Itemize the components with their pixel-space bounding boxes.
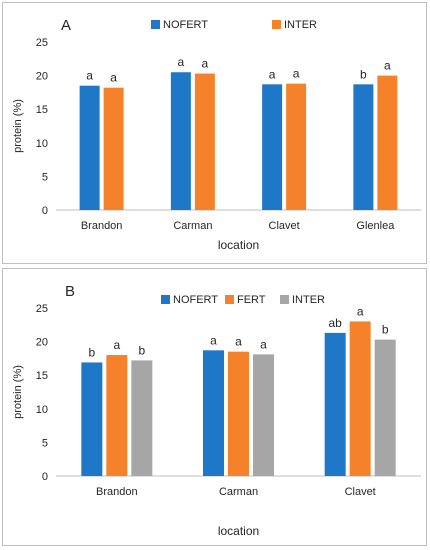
significance-letter: a (178, 55, 185, 69)
y-tick-label: 25 (36, 37, 48, 49)
significance-letter: a (202, 57, 209, 71)
legend-swatch-nofert (161, 295, 170, 304)
x-axis-title: location (218, 238, 259, 252)
panel-label: B (65, 283, 75, 300)
y-tick-label: 0 (42, 205, 48, 217)
bar-inter-clavet (286, 83, 307, 210)
x-tick-label-brandon: Brandon (81, 220, 123, 232)
y-axis-title: protein (%) (12, 99, 24, 153)
x-tick-label-clavet: Clavet (345, 486, 376, 498)
significance-letter: b (360, 67, 367, 81)
bar-inter-brandon (103, 87, 124, 210)
legend-swatch-inter (280, 295, 289, 304)
y-tick-label: 5 (42, 437, 48, 449)
significance-letter: a (260, 337, 267, 351)
significance-letter: a (269, 67, 276, 81)
significance-letter: a (86, 69, 93, 83)
legend-label-inter: INTER (284, 19, 317, 31)
y-tick-label: 10 (36, 404, 48, 416)
y-tick-label: 15 (36, 104, 48, 116)
bar-fert-carman (228, 351, 249, 476)
y-tick-label: 20 (36, 337, 48, 349)
x-tick-label-glenlea: Glenlea (356, 220, 395, 232)
significance-letter: a (293, 67, 300, 81)
panel-label: A (61, 17, 71, 34)
x-tick-label-carman: Carman (173, 220, 212, 232)
y-tick-label: 10 (36, 138, 48, 150)
bar-fert-clavet (349, 321, 371, 476)
legend-label-inter: INTER (292, 294, 325, 306)
chart-panel-b: B NOFERT FERT INTER 0 5 10 15 20 25 protein (%) b a b… (2, 268, 427, 546)
legend-swatch-inter (272, 20, 281, 29)
x-tick-label-brandon: Brandon (96, 486, 138, 498)
x-tick-label-clavet: Clavet (269, 220, 300, 232)
x-tick-label-carman: Carman (219, 486, 258, 498)
significance-letter: a (210, 333, 217, 347)
significance-letter: a (113, 338, 120, 352)
bar-fert-brandon (106, 355, 128, 476)
y-axis-title: protein (%) (12, 365, 24, 419)
significance-letter: b (88, 345, 95, 359)
significance-letter: a (235, 335, 242, 349)
bar-nofert-clavet (324, 332, 346, 476)
y-tick-label: 20 (36, 71, 48, 83)
bar-inter-clavet (374, 339, 396, 476)
legend-label-fert: FERT (237, 294, 266, 306)
significance-letter: ab (328, 316, 342, 330)
legend-swatch-fert (225, 295, 234, 304)
y-tick-label: 0 (42, 471, 48, 483)
bar-inter-carman (194, 73, 215, 210)
bar-inter-brandon (131, 360, 153, 476)
significance-letter: b (138, 343, 145, 357)
bar-nofert-carman (203, 350, 224, 476)
x-axis-title: location (218, 524, 259, 538)
significance-letter: b (382, 323, 389, 337)
significance-letter: a (357, 304, 364, 318)
y-tick-label: 5 (42, 171, 48, 183)
significance-letter: a (110, 71, 117, 85)
y-tick-label: 25 (36, 303, 48, 315)
bar-inter-carman (253, 354, 274, 476)
legend-swatch-nofert (151, 20, 160, 29)
legend-label-nofert: NOFERT (163, 19, 208, 31)
bar-inter-glenlea (377, 75, 398, 210)
bar-nofert-clavet (262, 84, 283, 210)
y-tick-label: 15 (36, 370, 48, 382)
bar-nofert-brandon (79, 85, 100, 210)
bar-nofert-brandon (81, 362, 103, 476)
bar-nofert-glenlea (353, 84, 374, 210)
bar-nofert-carman (170, 72, 191, 211)
legend-label-nofert: NOFERT (173, 294, 218, 306)
chart-a-svg: A NOFERT INTER 0 5 10 15 20 25 protein (%) a a Brand… (12, 17, 421, 252)
significance-letter: a (384, 59, 391, 73)
chart-panel-a: A NOFERT INTER 0 5 10 15 20 25 protein (%) a a Brand… (2, 2, 427, 264)
